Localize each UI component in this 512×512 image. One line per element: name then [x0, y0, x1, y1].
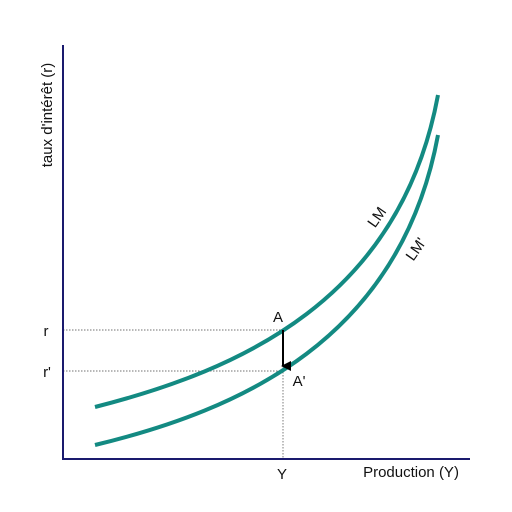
- y-tick-label: r: [44, 323, 49, 340]
- x-axis-title: Production (Y): [363, 464, 459, 481]
- y-axis-title: taux d'intérêt (r): [39, 63, 56, 168]
- x-tick-label: Y: [277, 466, 287, 483]
- point-label: A': [293, 373, 306, 390]
- point-label: A: [273, 309, 283, 326]
- curve-label: LM': [403, 235, 431, 264]
- y-tick-label: r': [43, 364, 51, 381]
- lm-prime-curve: [94, 134, 440, 447]
- lm-curve: [94, 94, 440, 409]
